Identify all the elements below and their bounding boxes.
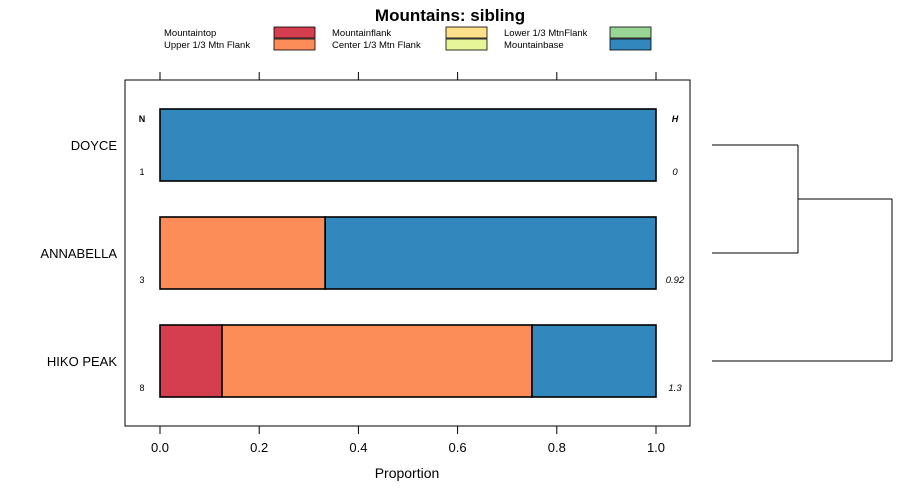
h-value: 1.3 (668, 383, 682, 394)
bar-segment-upper-1-3-mtn-flank (159, 216, 326, 290)
n-value: 8 (139, 383, 144, 393)
legend-swatch (609, 38, 652, 51)
bar-stack-group (159, 108, 657, 398)
h-value: 0 (672, 167, 678, 178)
row-label: HIKO PEAK (47, 354, 117, 369)
x-axis-label: Proportion (375, 465, 440, 481)
legend-swatch (273, 38, 316, 51)
x-tick-label: 0.8 (548, 440, 566, 455)
legend-label: Mountainbase (504, 40, 564, 51)
legend-swatch (445, 38, 488, 51)
h-value: 0.92 (666, 275, 685, 286)
n-value: 3 (139, 275, 144, 285)
chart-title: Mountains: sibling (375, 6, 525, 25)
row-labels: DOYCE 1 0 ANNABELLA 3 0.92 HIKO PEAK 8 1.3 (40, 138, 685, 394)
bar-segment-mountaintop (159, 324, 223, 398)
x-tick-label: 0.6 (449, 440, 467, 455)
dendrogram (712, 144, 893, 362)
bar-segment-mountainbase (531, 324, 657, 398)
x-tick-label: 0.4 (349, 440, 367, 455)
x-tick-label: 1.0 (647, 440, 665, 455)
bar-segment-mountainbase (324, 216, 657, 290)
legend-swatch (445, 26, 488, 39)
legend-label: Mountainflank (332, 28, 391, 39)
plot-frame (124, 79, 691, 427)
n-value: 1 (139, 167, 144, 177)
row-label: ANNABELLA (40, 246, 117, 261)
h-column-header: H (672, 114, 679, 124)
legend-label: Lower 1/3 MtnFlank (504, 28, 588, 39)
bar-segment-mountainbase (159, 108, 657, 182)
row-label: DOYCE (71, 138, 118, 153)
legend-label: Mountaintop (164, 28, 216, 39)
n-column-header: N (139, 114, 146, 124)
bar-segment-upper-1-3-mtn-flank (221, 324, 533, 398)
x-axis: 0.0 0.2 0.4 0.6 0.8 1.0 (151, 72, 665, 455)
x-tick-label: 0.2 (250, 440, 268, 455)
legend-swatch (609, 26, 652, 39)
x-tick-label: 0.0 (151, 440, 169, 455)
legend-label: Center 1/3 Mtn Flank (332, 40, 421, 51)
legend-label: Upper 1/3 Mtn Flank (164, 40, 250, 51)
legend-swatch (273, 26, 316, 39)
